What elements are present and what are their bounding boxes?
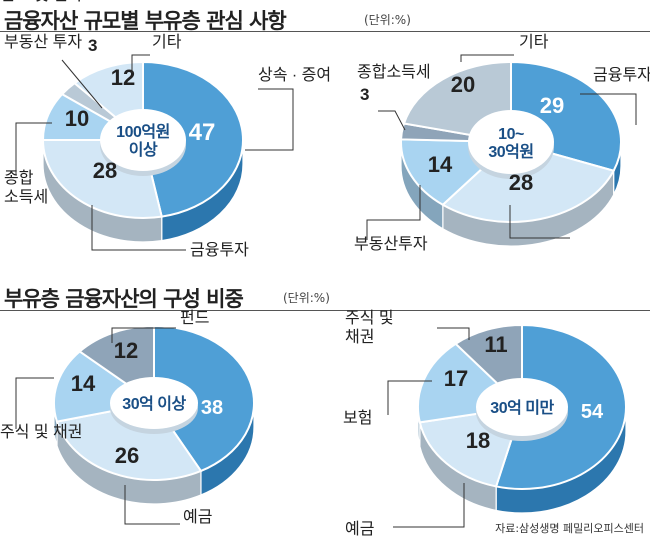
section2-title: 부유층 금융자산의 구성 비중 — [4, 287, 244, 311]
center-disk — [100, 109, 186, 171]
leader-line — [15, 377, 54, 429]
section2-divider — [0, 310, 650, 311]
center-disk — [468, 110, 554, 174]
leader-line — [580, 93, 637, 125]
category-label: 상속 · 증여 — [258, 66, 331, 84]
leader-line — [378, 110, 406, 131]
center-disk — [110, 377, 198, 429]
category-label: 예금 — [345, 520, 374, 538]
category-label: 소득세 — [4, 188, 48, 206]
value-label: 12 — [111, 65, 135, 90]
category-label: 금융투자 — [190, 241, 249, 259]
pie-slice-2 — [441, 140, 616, 223]
pie-chart-4: 30억 미만 54 18 17 11 예금 보험 주식 및채권 펀드 및 신탁 — [0, 0, 627, 538]
center-disk — [476, 378, 568, 436]
category-label: 펀드 — [180, 309, 209, 327]
leader-line — [387, 380, 432, 415]
leader-line — [509, 205, 570, 239]
value-label: 3 — [360, 85, 369, 104]
category-label: 부동산투자 — [354, 235, 428, 253]
leader-line — [111, 327, 176, 343]
value-label: 47 — [189, 119, 216, 146]
value-label: 14 — [71, 371, 96, 396]
section1-unit: (단위:%) — [364, 13, 411, 27]
value-label: 3 — [88, 36, 97, 55]
category-label: 펀드 및 신탁 — [0, 0, 83, 4]
leader-line — [393, 483, 465, 528]
leader-line — [124, 485, 180, 525]
category-label: 종합 — [4, 169, 34, 187]
category-label: 종합소득세 — [357, 63, 431, 81]
leader-line — [15, 122, 52, 175]
value-label: 11 — [484, 332, 507, 357]
leader-line — [245, 88, 294, 151]
value-label: 12 — [114, 338, 138, 363]
value-label: 14 — [428, 152, 453, 177]
center-label: 30억 이상 — [122, 394, 186, 413]
value-label: 17 — [444, 366, 468, 391]
value-label: 38 — [201, 397, 223, 419]
section2-unit: (단위:%) — [283, 291, 330, 305]
center-label: 30억 미만 — [490, 398, 554, 417]
leader-line — [460, 54, 514, 62]
leader-line — [437, 327, 470, 340]
pie-slice-1 — [153, 324, 255, 473]
category-label: 펀드 및 신탁 — [0, 0, 83, 4]
category-label: 주식 및 채권 — [0, 423, 83, 441]
category-label: 예금 — [183, 508, 212, 526]
category-label: 금융투자 — [593, 66, 650, 84]
value-label: 20 — [451, 72, 475, 97]
source-note: 자료:삼성생명 페밀리오피스센터 — [495, 522, 644, 535]
leader-line — [61, 59, 103, 109]
value-label: 26 — [115, 443, 139, 468]
category-label: 보험 — [343, 409, 372, 427]
section1-title: 금융자산 규모별 부유층 관심 사항 — [4, 9, 287, 33]
value-label: 18 — [466, 428, 490, 453]
leader-line — [131, 54, 150, 73]
center-label: 10~ — [498, 126, 524, 143]
category-label: 채권 — [345, 328, 374, 346]
value-label: 10 — [65, 106, 89, 131]
value-label: 29 — [540, 93, 564, 118]
pie-chart-3: 30억 이상 38 26 14 12 예금 주식 및 채권 펀드 펀드 및 신탁 — [0, 0, 255, 526]
category-label: 부동산 투자 — [4, 33, 82, 51]
leader-line — [91, 205, 186, 251]
leader-line — [366, 185, 421, 240]
center-label: 100억원 — [116, 122, 170, 141]
value-label: 28 — [93, 158, 117, 183]
category-label: 기타 — [519, 33, 549, 51]
section1-divider — [0, 31, 650, 32]
value-label: 54 — [581, 401, 604, 423]
category-label: 주식 및 — [345, 309, 394, 327]
pie-slice-1 — [142, 60, 244, 218]
center-label: 30억원 — [488, 142, 533, 161]
center-label: 이상 — [129, 141, 158, 159]
value-label: 28 — [509, 170, 533, 195]
category-label: 기타 — [152, 33, 182, 51]
